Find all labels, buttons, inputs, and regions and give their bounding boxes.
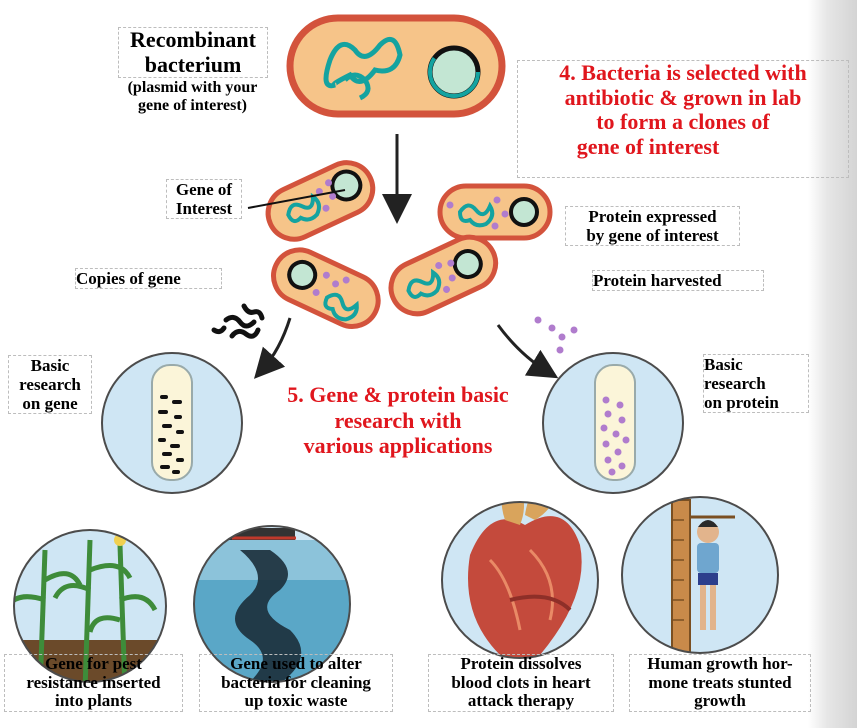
protein-expressed-label: Protein expressed by gene of interest: [565, 206, 740, 247]
step-5-text: 5. Gene & protein basic research with va…: [262, 382, 534, 459]
small-bacterium-4: [388, 234, 499, 317]
title-line-3: (plasmid with your: [127, 79, 258, 96]
brg-line-2: research: [19, 375, 81, 395]
protein-harvested-label: Protein harvested: [592, 270, 764, 292]
application-caption-heart: Protein dissolves blood clots in heart a…: [428, 654, 614, 713]
brp-line-2: research: [704, 374, 766, 394]
app1-line-2: resistance inserted: [26, 672, 161, 692]
protein-expressed-line-1: Protein expressed: [588, 207, 717, 226]
growth-illustration: [621, 496, 779, 654]
step5-line-1: 5. Gene & protein basic: [287, 382, 509, 407]
gene-copies-squiggles: [211, 303, 265, 339]
copies-of-gene-label: Copies of gene: [75, 268, 222, 290]
arrow-to-gene-research: [253, 317, 292, 379]
title-line-4: gene of interest): [138, 96, 247, 114]
brg-line-3: on gene: [22, 394, 78, 414]
brp-line-3: on protein: [704, 393, 779, 413]
free-proteins: [534, 316, 578, 354]
step4-line-1: 4. Bacteria is selected with: [559, 60, 807, 85]
step4-line-3: to form a clones of: [596, 109, 770, 135]
app2-line-3: up toxic waste: [244, 691, 348, 711]
brg-line-1: Basic: [30, 356, 70, 375]
app1-line-1: Gene for pest: [45, 654, 142, 673]
application-caption-oil: Gene used to alter bacteria for cleaning…: [199, 654, 393, 713]
brp-line-1: Basic: [704, 355, 743, 374]
application-caption-growth: Human growth hor- mone treats stunted gr…: [629, 654, 811, 713]
recombinant-bacterium-label: Recombinant bacterium: [118, 27, 268, 79]
step4-line-4: gene of interest: [576, 133, 720, 159]
arrow-to-protein-research: [496, 324, 559, 379]
gene-pointer-line: [247, 189, 346, 209]
gene-research-circle: [101, 352, 243, 494]
app4-line-2: mone treats stunted: [648, 672, 792, 692]
app1-line-3: into plants: [55, 691, 132, 711]
small-bacterium-3: [271, 247, 381, 329]
protein-expressed-line-2: by gene of interest: [586, 226, 719, 246]
gene-label-line-2: Interest: [175, 199, 233, 219]
app3-line-3: attack therapy: [467, 691, 575, 711]
basic-research-gene-label: Basic research on gene: [8, 355, 92, 415]
app2-line-1: Gene used to alter: [230, 654, 362, 673]
gene-label-line-1: Gene of: [175, 180, 233, 199]
app3-line-1: Protein dissolves: [460, 654, 582, 673]
step5-line-3: various applications: [303, 433, 493, 459]
app4-line-1: Human growth hor-: [647, 654, 793, 673]
title-line-1: Recombinant: [130, 27, 256, 52]
heart-illustration: [441, 501, 599, 659]
small-bacterium-1: [265, 160, 376, 242]
step4-line-2: antibiotic & grown in lab: [564, 84, 802, 110]
step5-line-2: research with: [334, 407, 462, 433]
app4-line-3: growth: [694, 691, 746, 711]
application-caption-plants: Gene for pest resistance inserted into p…: [4, 654, 183, 713]
basic-research-protein-label: Basic research on protein: [703, 354, 809, 414]
small-bacterium-2: [437, 183, 553, 241]
recombinant-bacterium: [286, 14, 506, 118]
app3-line-2: blood clots in heart: [451, 672, 591, 692]
step-4-text: 4. Bacteria is selected with antibiotic …: [517, 60, 849, 178]
oil-spill-illustration: [193, 525, 351, 683]
title-line-2: bacterium: [144, 51, 242, 77]
app2-line-2: bacteria for cleaning: [221, 672, 371, 692]
gene-of-interest-label: Gene of Interest: [166, 179, 242, 220]
plasmid-note: (plasmid with your gene of interest): [100, 79, 285, 115]
protein-research-circle: [542, 352, 684, 494]
